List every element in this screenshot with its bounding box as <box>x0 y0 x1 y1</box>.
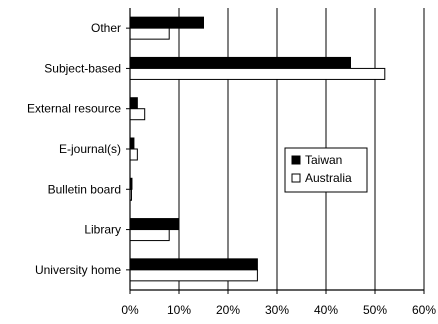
x-tick-label: 40% <box>314 303 338 317</box>
x-tick-label: 30% <box>265 303 289 317</box>
x-tick-label: 10% <box>167 303 191 317</box>
x-tick-labels: 0% 10% 20% 30% 40% 50% 60% <box>121 303 436 317</box>
bar-taiwan <box>129 97 138 110</box>
bars <box>129 16 386 282</box>
legend-label-australia: Australia <box>305 171 352 185</box>
category-label: University home <box>35 263 121 277</box>
legend-box <box>284 147 368 193</box>
bar-taiwan <box>129 56 351 69</box>
category-label: Other <box>91 21 121 35</box>
bar-taiwan <box>129 218 180 231</box>
bar-australia <box>129 108 146 121</box>
bar-australia <box>129 67 386 80</box>
bar-taiwan <box>129 258 258 271</box>
axes <box>126 8 425 294</box>
category-labels: Other Subject-based External resource E-jou… <box>27 21 121 277</box>
x-tick-label: 60% <box>412 303 436 317</box>
category-label: E-journal(s) <box>59 142 121 156</box>
bar-australia <box>129 148 138 161</box>
x-tick-label: 20% <box>216 303 240 317</box>
bar-taiwan <box>129 16 204 29</box>
legend-label-taiwan: Taiwan <box>305 153 342 167</box>
gridlines <box>178 8 425 290</box>
category-label: Subject-based <box>44 61 121 75</box>
category-label: Library <box>84 223 121 237</box>
legend-swatch-australia <box>291 173 301 183</box>
legend-swatch-taiwan <box>291 155 301 165</box>
legend: Taiwan Australia <box>284 147 368 193</box>
category-label: External resource <box>27 102 121 116</box>
bar-australia <box>129 27 170 40</box>
category-label: Bulletin board <box>48 182 121 196</box>
bar-australia <box>129 269 258 282</box>
bar-australia <box>129 229 170 242</box>
x-tick-label: 0% <box>121 303 139 317</box>
x-tick-label: 50% <box>363 303 387 317</box>
